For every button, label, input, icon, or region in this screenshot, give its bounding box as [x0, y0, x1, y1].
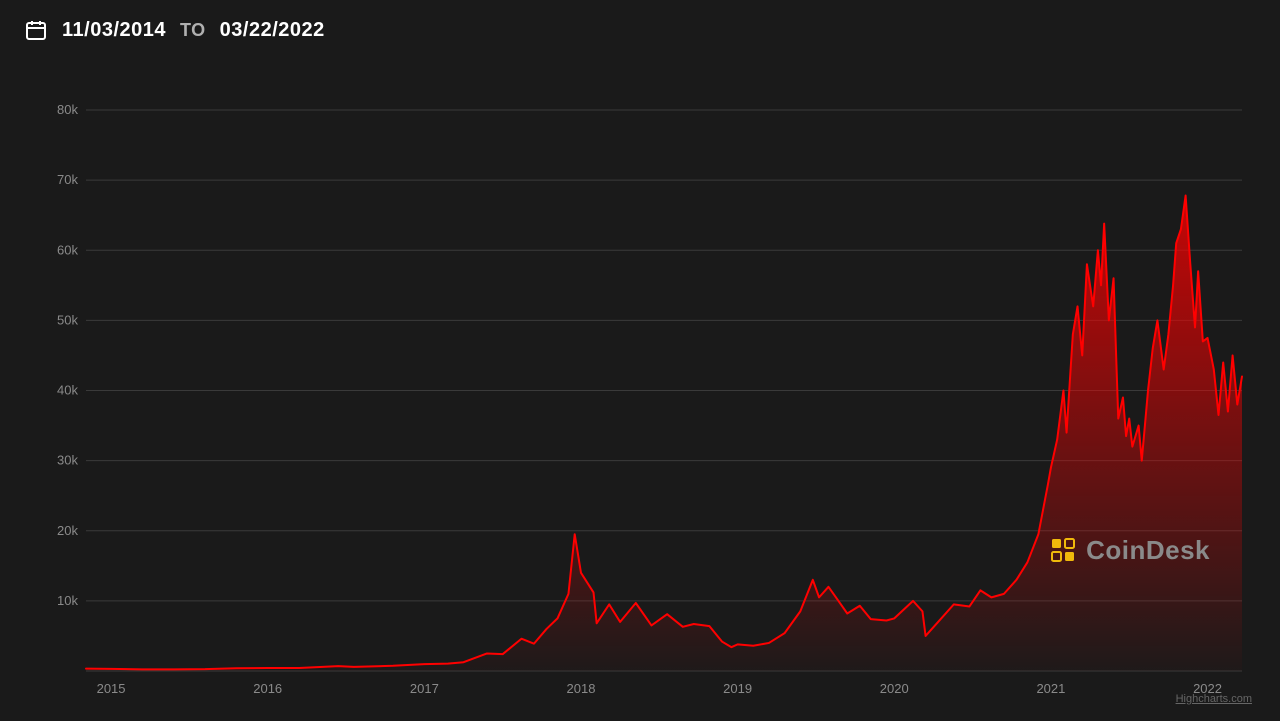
credits-link[interactable]: Highcharts.com: [1176, 693, 1252, 705]
chart-container: 11/03/2014 TO 03/22/2022 10k 20k 30k 40k 50k…: [0, 0, 1280, 721]
svg-text:80k: 80k: [57, 102, 78, 117]
svg-text:2020: 2020: [880, 681, 909, 696]
chart-area[interactable]: 10k 20k 30k 40k 50k 60k 70k 80k 2015 2016 2017 2018…: [40, 100, 1256, 705]
svg-text:40k: 40k: [57, 383, 78, 398]
svg-text:60k: 60k: [57, 242, 78, 257]
svg-text:30k: 30k: [57, 453, 78, 468]
calendar-icon: [24, 18, 48, 42]
date-end[interactable]: 03/22/2022: [220, 19, 325, 42]
svg-text:20k: 20k: [57, 523, 78, 538]
price-chart-svg: 10k 20k 30k 40k 50k 60k 70k 80k 2015 2016 2017 2018…: [40, 100, 1256, 705]
svg-text:70k: 70k: [57, 172, 78, 187]
date-start[interactable]: 11/03/2014: [62, 19, 166, 42]
date-separator: TO: [180, 20, 206, 41]
svg-text:2015: 2015: [97, 681, 126, 696]
svg-text:2019: 2019: [723, 681, 752, 696]
svg-text:2017: 2017: [410, 681, 439, 696]
svg-text:10k: 10k: [57, 593, 78, 608]
svg-text:2018: 2018: [567, 681, 596, 696]
svg-text:50k: 50k: [57, 312, 78, 327]
date-range-picker[interactable]: 11/03/2014 TO 03/22/2022: [24, 18, 325, 42]
svg-text:2016: 2016: [253, 681, 282, 696]
svg-text:2021: 2021: [1036, 681, 1065, 696]
